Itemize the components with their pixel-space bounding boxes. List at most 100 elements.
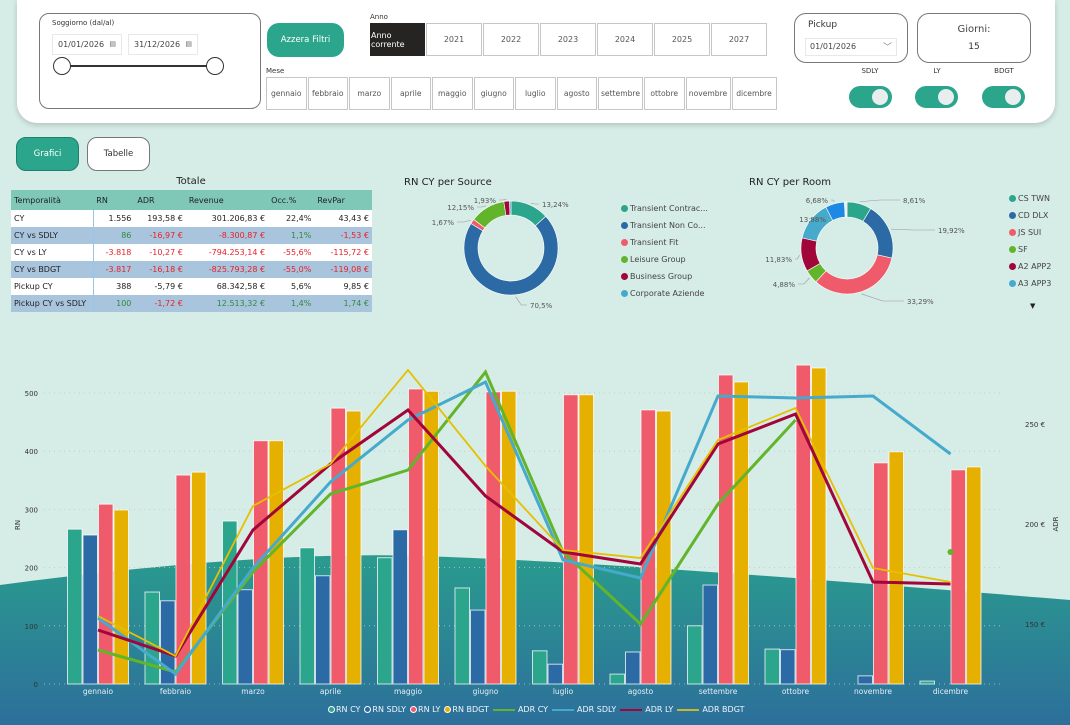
bar-rn-sdly[interactable] — [237, 589, 253, 685]
mese-option[interactable]: maggio — [432, 77, 473, 110]
donut-slice[interactable] — [509, 200, 512, 216]
bar-rn-sdly[interactable] — [392, 529, 408, 685]
column-header[interactable]: Occ.% — [268, 190, 315, 210]
mese-option[interactable]: novembre — [685, 77, 731, 110]
mese-option[interactable]: febbraio — [307, 77, 348, 110]
bar-rn-sdly[interactable] — [702, 584, 718, 685]
column-header[interactable]: RN — [93, 190, 135, 210]
bar-rn-bdgt[interactable] — [346, 410, 362, 685]
bar-rn-sdly[interactable] — [160, 600, 176, 685]
slider-end-handle[interactable] — [206, 57, 224, 75]
column-header[interactable]: Temporalità — [11, 190, 94, 210]
legend-item[interactable]: CD DLX — [1009, 211, 1048, 220]
legend-more-arrow-icon[interactable]: ▼ — [1030, 302, 1036, 310]
pickup-date-dropdown[interactable]: 01/01/2026 ﹀ — [805, 38, 897, 56]
anno-option[interactable]: 2027 — [711, 23, 767, 56]
bar-rn-bdgt[interactable] — [811, 367, 827, 685]
legend-item[interactable]: Transient Fit — [621, 238, 678, 247]
bar-rn-bdgt[interactable] — [733, 381, 749, 685]
donut-slice[interactable] — [815, 254, 893, 295]
bar-rn-bdgt[interactable] — [888, 451, 904, 685]
date-range-slider[interactable] — [62, 65, 215, 67]
donut-slice[interactable] — [801, 206, 834, 242]
legend-item[interactable]: Business Group — [621, 272, 692, 281]
legend-item[interactable]: Corporate Aziende — [621, 289, 704, 298]
line-adr-bdgt[interactable] — [97, 368, 951, 658]
bar-rn-cy[interactable] — [67, 528, 83, 685]
bar-rn-ly[interactable] — [795, 364, 811, 685]
bar-rn-sdly[interactable] — [82, 534, 98, 685]
bar-rn-sdly[interactable] — [315, 575, 331, 685]
column-header[interactable]: Revenue — [185, 190, 269, 210]
bar-rn-sdly[interactable] — [625, 651, 641, 685]
line-point-adr-cy[interactable] — [947, 549, 954, 555]
legend-item[interactable]: Transient Non Co... — [621, 221, 706, 230]
toggle-ly[interactable] — [915, 86, 958, 108]
legend-item[interactable]: A3 APP3 — [1009, 279, 1051, 288]
legend-item[interactable]: CS TWN — [1009, 194, 1050, 203]
mese-option[interactable]: giugno — [473, 77, 514, 110]
bar-rn-ly[interactable] — [485, 391, 501, 685]
legend-item[interactable]: A2 APP2 — [1009, 262, 1051, 271]
anno-option[interactable]: 2024 — [597, 23, 653, 56]
calendar-icon[interactable]: ▤ — [185, 40, 192, 48]
bar-rn-cy[interactable] — [687, 625, 703, 685]
bar-rn-cy[interactable] — [144, 591, 160, 685]
bar-rn-cy[interactable] — [919, 680, 935, 685]
legend-item[interactable]: ADR BDGT — [677, 705, 745, 714]
anno-option[interactable]: 2021 — [426, 23, 482, 56]
bar-rn-bdgt[interactable] — [423, 390, 439, 685]
date-to-input[interactable]: 31/12/2026 ▤ — [128, 34, 198, 55]
legend-item[interactable]: RN SDLY — [364, 705, 406, 714]
legend-item[interactable]: RN BDGT — [444, 705, 489, 714]
mese-option[interactable]: marzo — [349, 77, 390, 110]
bar-rn-sdly[interactable] — [857, 675, 873, 685]
bar-rn-cy[interactable] — [454, 587, 470, 685]
anno-option[interactable]: 2022 — [483, 23, 539, 56]
mese-option[interactable]: gennaio — [266, 77, 307, 110]
bar-rn-ly[interactable] — [563, 394, 579, 685]
bar-rn-ly[interactable] — [408, 388, 424, 685]
bar-rn-bdgt[interactable] — [501, 390, 517, 685]
bar-rn-ly[interactable] — [98, 503, 114, 685]
calendar-icon[interactable]: ▤ — [109, 40, 116, 48]
line-adr-sdly[interactable] — [97, 379, 952, 677]
bar-rn-bdgt[interactable] — [578, 394, 594, 685]
mese-option[interactable]: aprile — [390, 77, 431, 110]
legend-item[interactable]: JS SUI — [1009, 228, 1041, 237]
tabelle-button[interactable]: Tabelle — [87, 137, 150, 171]
donut-slice[interactable] — [463, 215, 559, 296]
mese-option[interactable]: dicembre — [731, 77, 777, 110]
anno-option[interactable]: 2025 — [654, 23, 710, 56]
toggle-bdgt[interactable] — [982, 86, 1025, 108]
bar-rn-bdgt[interactable] — [268, 440, 284, 685]
toggle-sdly[interactable] — [849, 86, 892, 108]
legend-item[interactable]: ADR SDLY — [552, 705, 616, 714]
bar-rn-ly[interactable] — [175, 474, 191, 685]
column-header[interactable]: ADR — [134, 190, 186, 210]
bar-rn-bdgt[interactable] — [966, 466, 982, 685]
legend-item[interactable]: Leisure Group — [621, 255, 686, 264]
column-header[interactable]: RevPar — [314, 190, 372, 210]
bar-rn-sdly[interactable] — [780, 649, 796, 685]
chevron-down-icon[interactable]: ﹀ — [882, 43, 892, 53]
bar-rn-cy[interactable] — [609, 673, 625, 685]
bar-rn-ly[interactable] — [873, 462, 889, 685]
bar-rn-cy[interactable] — [377, 557, 393, 685]
legend-item[interactable]: Transient Contrac... — [621, 204, 708, 213]
bar-rn-sdly[interactable] — [470, 609, 486, 685]
bar-rn-cy[interactable] — [764, 648, 780, 685]
mese-option[interactable]: ottobre — [644, 77, 685, 110]
legend-item[interactable]: RN CY — [328, 705, 360, 714]
donut-slice[interactable] — [862, 208, 894, 259]
mese-option[interactable]: agosto — [556, 77, 597, 110]
line-adr-ly[interactable] — [97, 408, 951, 658]
bar-rn-cy[interactable] — [532, 650, 548, 685]
date-from-input[interactable]: 01/01/2026 ▤ — [52, 34, 122, 55]
mese-option[interactable]: luglio — [515, 77, 556, 110]
slider-start-handle[interactable] — [53, 57, 71, 75]
bar-rn-cy[interactable] — [299, 547, 315, 685]
bar-rn-bdgt[interactable] — [191, 471, 207, 685]
bar-rn-ly[interactable] — [718, 374, 734, 685]
anno-option[interactable]: Anno corrente — [370, 23, 425, 56]
